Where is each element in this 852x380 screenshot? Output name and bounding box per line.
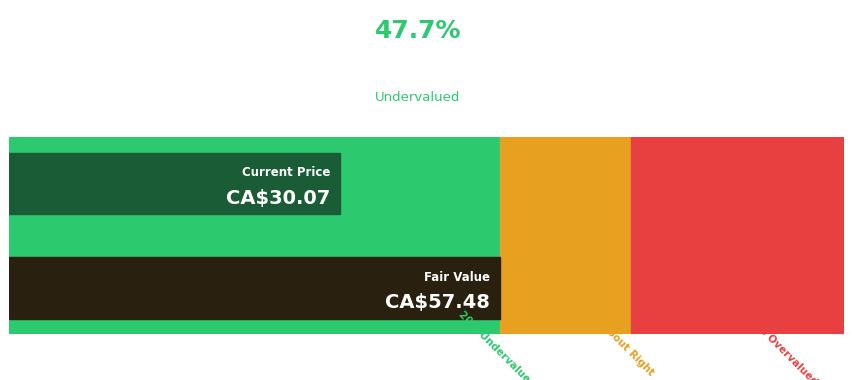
Text: CA$57.48: CA$57.48: [385, 293, 489, 312]
Bar: [630, 137, 843, 334]
Text: 47.7%: 47.7%: [375, 19, 461, 43]
Bar: [499, 137, 630, 334]
Text: Fair Value: Fair Value: [423, 271, 489, 283]
Text: Current Price: Current Price: [242, 166, 330, 179]
Text: Undervalued: Undervalued: [375, 91, 460, 104]
Text: 20% Overvalued: 20% Overvalued: [744, 312, 819, 380]
Text: 20% Undervalued: 20% Undervalued: [456, 309, 536, 380]
Text: About Right: About Right: [599, 321, 655, 378]
Bar: [9, 257, 499, 318]
Text: CA$30.07: CA$30.07: [226, 188, 330, 207]
Bar: [9, 137, 499, 334]
Bar: [9, 153, 340, 214]
